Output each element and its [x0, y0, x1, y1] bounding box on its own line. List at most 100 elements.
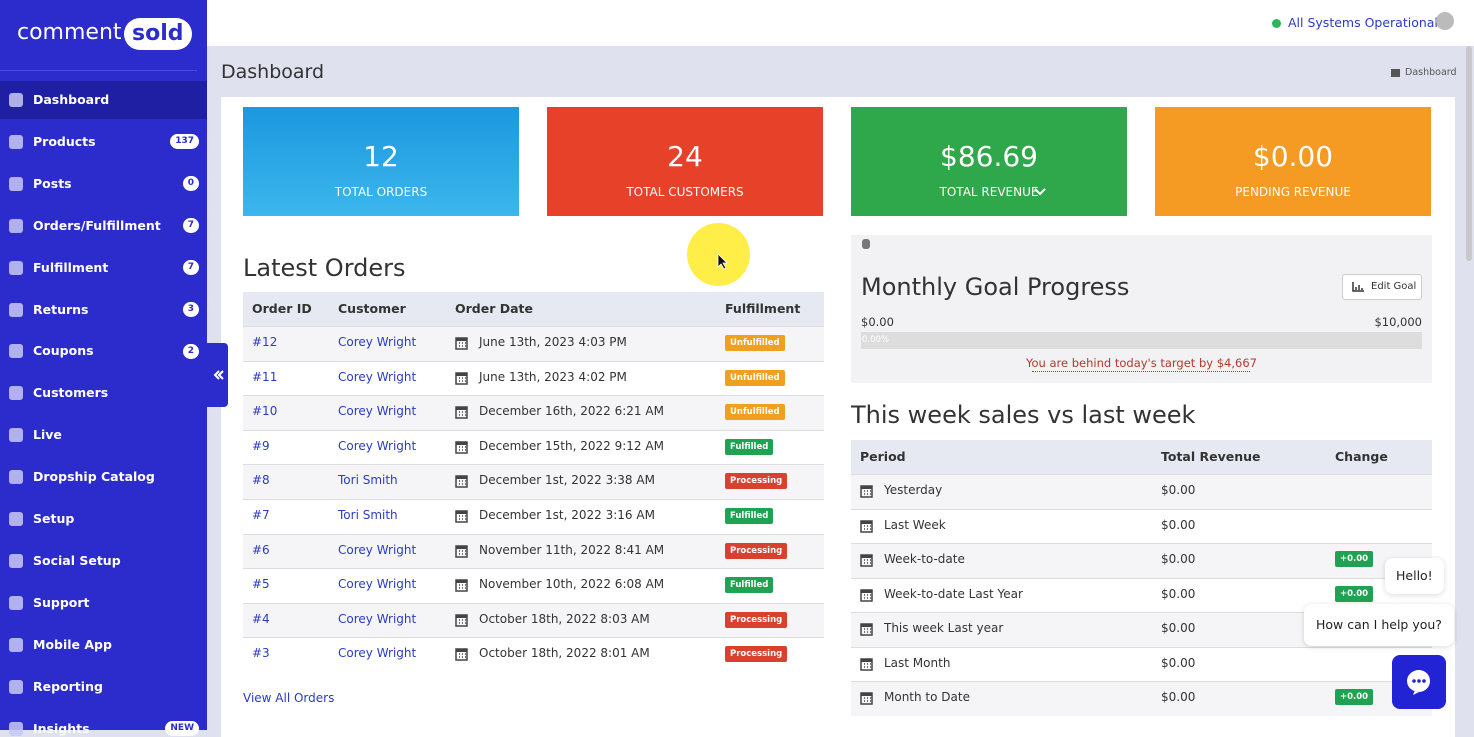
calendar-icon-svg	[860, 692, 873, 705]
customer[interactable]: Corey Wright	[338, 611, 417, 626]
breadcrumb-icon	[1391, 69, 1400, 77]
nav-icon	[9, 176, 23, 191]
brand-right[interactable]: sold	[124, 18, 192, 50]
calendar-icon	[860, 621, 873, 636]
calendar-icon	[455, 577, 468, 592]
customer[interactable]: Corey Wright	[338, 335, 417, 349]
order-date: November 10th, 2022 6:08 AM	[479, 577, 665, 592]
chat-button[interactable]	[1392, 655, 1446, 709]
stat-value: $0.00	[1252, 140, 1334, 173]
calendar-icon-svg	[860, 554, 873, 567]
nav-badge: 2	[182, 343, 199, 359]
edit-goal-button[interactable]: Edit Goal	[1342, 274, 1422, 300]
stat-card[interactable]: $86.69 TOTAL REVENUE	[851, 107, 1127, 216]
customer[interactable]: Corey Wright	[338, 404, 417, 419]
stat-value: 12	[363, 140, 399, 173]
goal-note-underline	[1032, 371, 1250, 372]
nav-item[interactable]: Dashboard	[33, 92, 110, 107]
customer[interactable]: Corey Wright	[338, 542, 417, 557]
nav-icon	[9, 721, 23, 736]
status-text[interactable]: All Systems Operational	[1288, 15, 1438, 30]
table-row-border	[851, 577, 1432, 579]
status-dot	[1272, 19, 1281, 28]
nav-icon	[9, 344, 23, 359]
nav-item[interactable]: Posts	[33, 175, 72, 191]
order-id[interactable]: #9	[252, 438, 270, 453]
order-date: November 11th, 2022 8:41 AM	[479, 542, 665, 557]
table-row-border	[851, 508, 1432, 510]
chat-bubble: Hello!	[1385, 558, 1444, 594]
nav-icon	[9, 93, 23, 107]
calendar-icon-svg	[860, 588, 873, 602]
order-id[interactable]: #10	[252, 404, 278, 419]
nav-icon	[9, 512, 23, 526]
fulfillment-badge: Processing	[725, 473, 788, 490]
nav-item[interactable]: Products	[33, 133, 96, 149]
nav-icon	[9, 679, 23, 694]
nav-badge: 0	[182, 176, 199, 192]
order-id[interactable]: #11	[252, 369, 278, 384]
stat-card: 12 TOTAL ORDERS	[243, 107, 519, 216]
order-id[interactable]: #8	[252, 473, 270, 488]
customer[interactable]: Tori Smith	[338, 473, 398, 488]
nav-item[interactable]: Support	[33, 594, 90, 610]
brand-left[interactable]: comment	[17, 20, 122, 45]
period: This week Last year	[884, 621, 1004, 635]
order-id[interactable]: #12	[252, 335, 278, 349]
table-row-border	[243, 326, 824, 327]
goal-box	[851, 235, 1432, 383]
customer[interactable]: Corey Wright	[338, 369, 417, 384]
column-header: Order ID	[252, 301, 312, 316]
nav-icon	[9, 260, 23, 275]
customer[interactable]: Corey Wright	[338, 646, 417, 661]
calendar-icon	[455, 473, 468, 489]
order-id[interactable]: #3	[252, 646, 270, 661]
order-id[interactable]: #6	[252, 542, 270, 557]
sidebar	[0, 0, 207, 730]
table-row-border	[851, 646, 1432, 648]
stat-label: TOTAL ORDERS	[334, 185, 428, 199]
nav-item[interactable]: Orders/Fulfillment	[33, 217, 161, 233]
calendar-icon	[455, 543, 468, 558]
breadcrumb[interactable]: Dashboard	[1405, 67, 1457, 78]
order-date: December 15th, 2022 9:12 AM	[479, 438, 664, 453]
order-date: October 18th, 2022 8:01 AM	[479, 646, 650, 661]
change-badge: +0.00	[1335, 585, 1374, 602]
nav-badge: 137	[170, 134, 199, 150]
fulfillment-badge: Fulfilled	[725, 577, 774, 594]
order-id[interactable]: #4	[252, 611, 270, 626]
period: Last Month	[884, 655, 951, 670]
info-icon[interactable]	[1436, 12, 1454, 30]
nav-item[interactable]: Fulfillment	[33, 259, 109, 275]
top-bar	[207, 0, 1474, 46]
goal-icon	[862, 239, 870, 249]
order-date: June 13th, 2023 4:03 PM	[479, 335, 627, 349]
scrollbar	[1466, 46, 1472, 261]
nav-item[interactable]: Dropship Catalog	[33, 469, 155, 485]
calendar-icon	[455, 370, 468, 385]
customer[interactable]: Corey Wright	[338, 438, 417, 453]
view-all-link[interactable]: View All Orders	[243, 691, 335, 705]
table-row-border	[851, 474, 1432, 475]
calendar-icon	[455, 335, 468, 350]
fulfillment-badge: Fulfilled	[725, 438, 774, 455]
calendar-icon-svg	[455, 441, 468, 454]
nav-item[interactable]: Live	[33, 427, 62, 443]
fulfillment-badge: Processing	[725, 542, 788, 559]
nav-item[interactable]: Customers	[33, 385, 109, 401]
order-id[interactable]: #5	[252, 577, 270, 592]
nav-item[interactable]: Social Setup	[33, 552, 121, 568]
order-id[interactable]: #7	[252, 508, 270, 522]
nav-item[interactable]: Returns	[33, 301, 89, 317]
nav-icon	[9, 386, 23, 401]
nav-item[interactable]: Coupons	[33, 343, 94, 359]
customer[interactable]: Corey Wright	[338, 577, 417, 592]
nav-item[interactable]: Mobile App	[33, 636, 112, 652]
nav-item[interactable]: Insights	[33, 720, 90, 736]
customer[interactable]: Tori Smith	[338, 508, 398, 522]
nav-icon	[9, 428, 23, 443]
section-title: This week sales vs last week	[851, 401, 1196, 429]
nav-item[interactable]: Setup	[33, 511, 75, 526]
nav-item[interactable]: Reporting	[33, 678, 103, 694]
collapse-tab[interactable]	[207, 343, 228, 407]
